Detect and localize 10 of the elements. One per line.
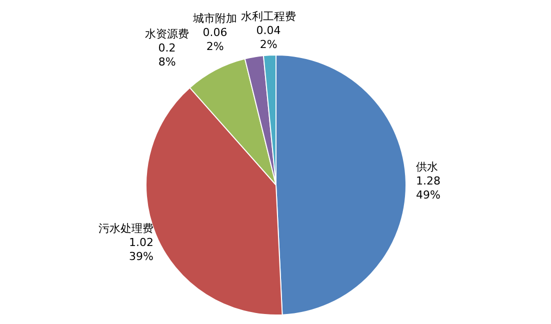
data-label: 0.2 8% <box>158 42 176 69</box>
slice-label: 水资源费 <box>145 28 190 41</box>
slice-label: 污水处理费 <box>98 222 154 236</box>
data-label: 0.04 2% <box>256 24 281 52</box>
slice-label: 城市附加 <box>192 12 238 26</box>
slice-label: 供水 <box>416 160 438 174</box>
data-label: 1.02 39% <box>128 236 154 264</box>
data-label: 0.06 2% <box>202 26 228 54</box>
data-label: 1.28 49% <box>416 174 440 202</box>
slice-label: 水利工程费 <box>241 10 296 24</box>
